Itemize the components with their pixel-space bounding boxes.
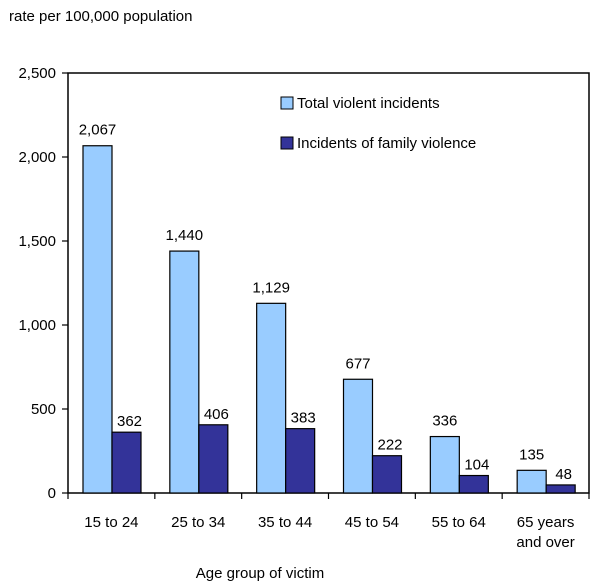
family-violence-value-label: 383 (291, 410, 316, 427)
family-violence-value-label: 406 (204, 406, 229, 423)
bars: 2,067 1,440 1,129 677 336 135 362 406 383 222 104 4… (79, 122, 576, 494)
x-category-label: 65 years (517, 514, 575, 531)
family-violence-value-label: 362 (117, 413, 142, 430)
x-category-label: 45 to 54 (345, 514, 399, 531)
total-violent-value-label: 135 (519, 446, 544, 463)
x-category-label: 35 to 44 (258, 514, 312, 531)
y-tick-label: 2,000 (18, 149, 56, 166)
total-violent-value-label: 2,067 (79, 122, 117, 139)
family-violence-bar (458, 474, 489, 494)
x-axis-title: Age group of victim (196, 565, 324, 582)
total-violent-bar (429, 435, 460, 494)
y-axis-title: rate per 100,000 population (9, 8, 192, 25)
family-violence-value-label: 222 (377, 437, 402, 454)
y-tick-label: 0 (48, 485, 56, 502)
legend-label: Total violent incidents (297, 95, 440, 112)
total-violent-legend-swatch (280, 96, 294, 110)
y-tick-label: 2,500 (18, 65, 56, 82)
y-tick-label: 1,500 (18, 233, 56, 250)
family-violence-bar (111, 431, 142, 494)
family-violence-bar (198, 424, 229, 494)
total-violent-value-label: 1,129 (252, 279, 290, 296)
total-violent-bar (169, 250, 200, 494)
total-violent-bar (256, 302, 287, 494)
total-violent-bar (82, 145, 113, 494)
y-tick-label: 500 (31, 401, 56, 418)
family-violence-value-label: 104 (464, 457, 489, 474)
total-violent-value-label: 336 (432, 413, 457, 430)
x-category-label: 25 to 34 (171, 514, 225, 531)
family-violence-value-label: 48 (555, 466, 572, 483)
x-axis: 15 to 24 25 to 34 35 to 44 45 to 54 55 to 64… (67, 493, 590, 551)
total-violent-bar (516, 469, 547, 494)
total-violent-value-label: 1,440 (166, 227, 204, 244)
x-category-label: 55 to 64 (432, 514, 486, 531)
total-violent-bar (342, 378, 374, 494)
x-category-label: and over (516, 534, 574, 551)
family-violence-bar (285, 428, 316, 494)
y-tick-label: 1,000 (18, 317, 56, 334)
total-violent-value-label: 677 (345, 355, 370, 372)
x-category-label: 15 to 24 (84, 514, 138, 531)
legend-label: Incidents of family violence (297, 135, 476, 152)
family-violence-bar (545, 484, 576, 494)
legend: Total violent incidents Incidents of fami… (280, 95, 476, 152)
family-violence-legend-swatch (280, 136, 294, 150)
family-violence-bar (371, 455, 403, 494)
y-axis: 0 500 1,000 1,500 2,000 2,500 (18, 65, 68, 502)
